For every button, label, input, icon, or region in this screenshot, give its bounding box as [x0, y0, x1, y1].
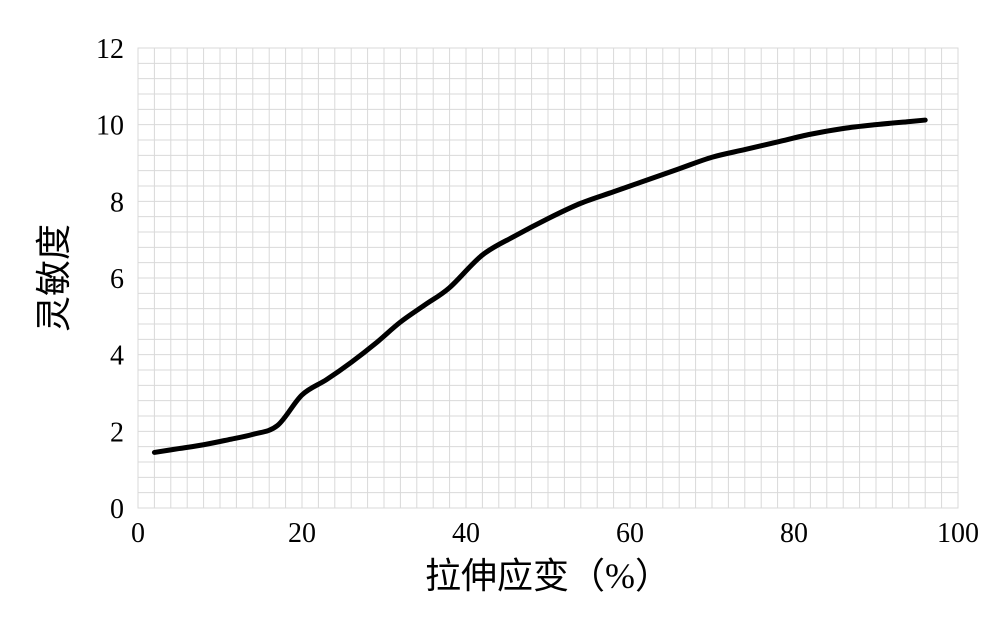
y-tick-label: 10: [96, 111, 124, 142]
x-tick-label: 20: [288, 518, 316, 549]
x-tick-label: 100: [937, 518, 979, 549]
x-tick-label: 60: [616, 518, 644, 549]
chart-container: 0 20 40 60 80 100 0 2 4 6 8 10 12 拉伸应变（%） 灵敏度: [18, 18, 980, 613]
y-tick-label: 4: [110, 341, 124, 372]
y-tick-label: 0: [110, 494, 124, 525]
y-tick-label: 8: [110, 187, 124, 218]
x-tick-label: 40: [452, 518, 480, 549]
y-tick-label: 6: [110, 264, 124, 295]
line-chart: 0 20 40 60 80 100 0 2 4 6 8 10 12 拉伸应变（%） 灵敏度: [18, 18, 980, 613]
x-tick-label: 80: [780, 518, 808, 549]
x-tick-label: 0: [131, 518, 145, 549]
y-tick-label: 12: [96, 34, 124, 65]
y-tick-label: 2: [110, 417, 124, 448]
y-axis-label: 灵敏度: [34, 224, 74, 332]
x-axis-label: 拉伸应变（%）: [425, 556, 671, 596]
